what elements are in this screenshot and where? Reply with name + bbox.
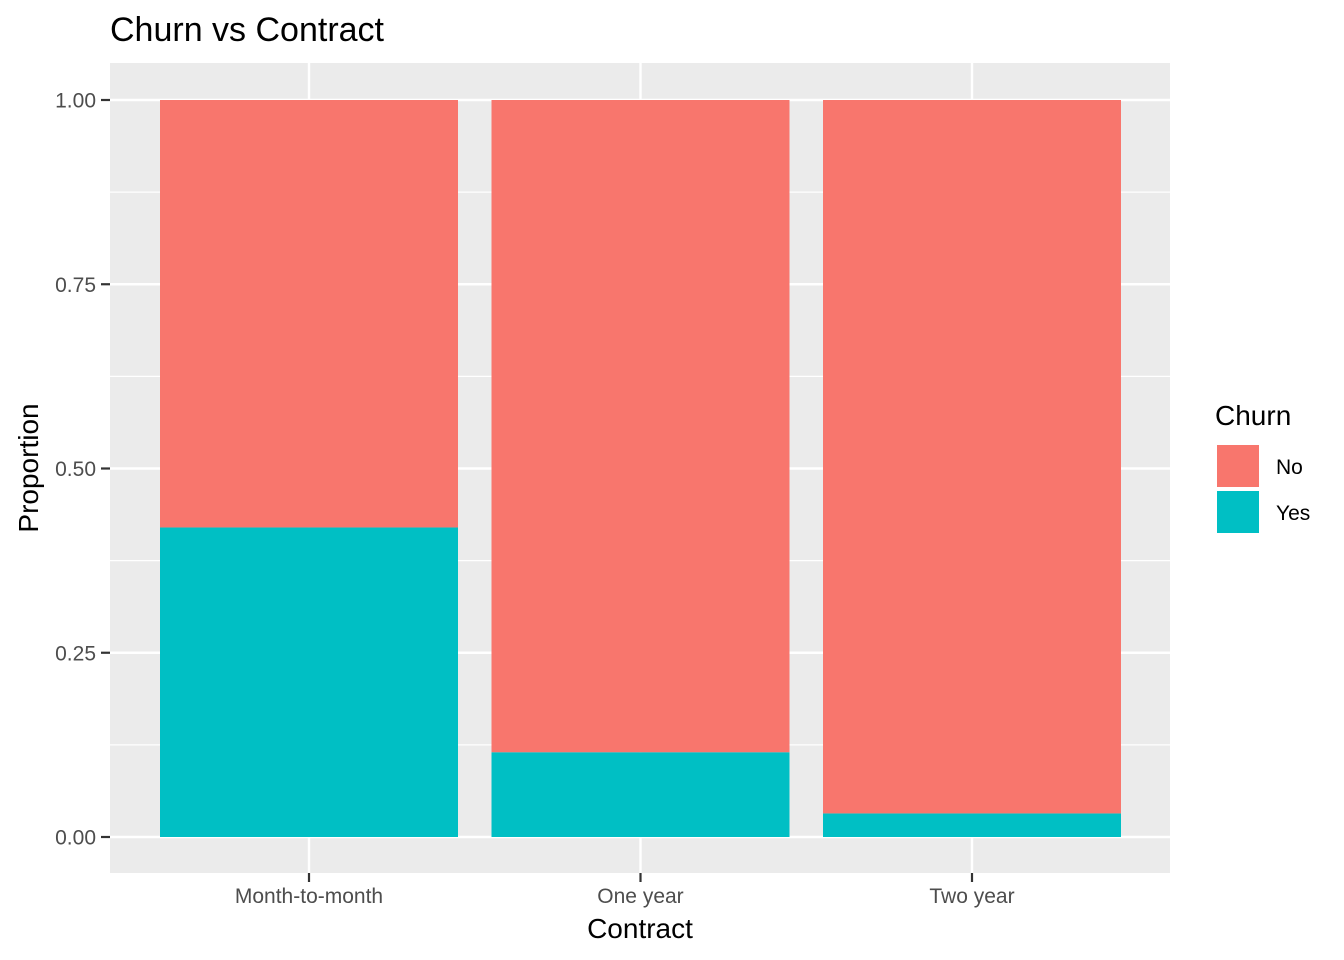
bars <box>160 100 1121 837</box>
legend-swatch-no <box>1215 443 1261 489</box>
x-axis-title: Contract <box>587 913 693 944</box>
legend-title: Churn <box>1215 400 1291 431</box>
legend-swatch-yes <box>1215 489 1261 535</box>
axes: 0.00 0.25 0.50 0.75 1.00 Month-to-month One ye… <box>55 90 1014 909</box>
bar-yes-two-year <box>823 813 1121 837</box>
y-axis-title: Proportion <box>13 403 44 532</box>
y-tick-label: 0.00 <box>55 827 96 850</box>
x-tick-label: Month-to-month <box>235 885 383 908</box>
y-tick-label: 0.50 <box>55 458 96 481</box>
x-tick-label: Two year <box>929 885 1014 908</box>
chart-title: Churn vs Contract <box>110 11 385 49</box>
y-tick-label: 1.00 <box>55 90 96 113</box>
bar-yes-one-year <box>491 752 790 837</box>
legend-label-yes: Yes <box>1276 502 1310 525</box>
y-tick-label: 0.25 <box>55 642 96 665</box>
legend: Churn No Yes <box>1215 400 1310 535</box>
bar-no-two-year <box>823 100 1121 814</box>
bar-yes-month-to-month <box>160 527 458 837</box>
bar-no-one-year <box>491 100 790 753</box>
y-tick-label: 0.75 <box>55 274 96 297</box>
bar-no-month-to-month <box>160 100 458 528</box>
x-tick-label: One year <box>597 885 683 908</box>
legend-label-no: No <box>1276 456 1303 479</box>
